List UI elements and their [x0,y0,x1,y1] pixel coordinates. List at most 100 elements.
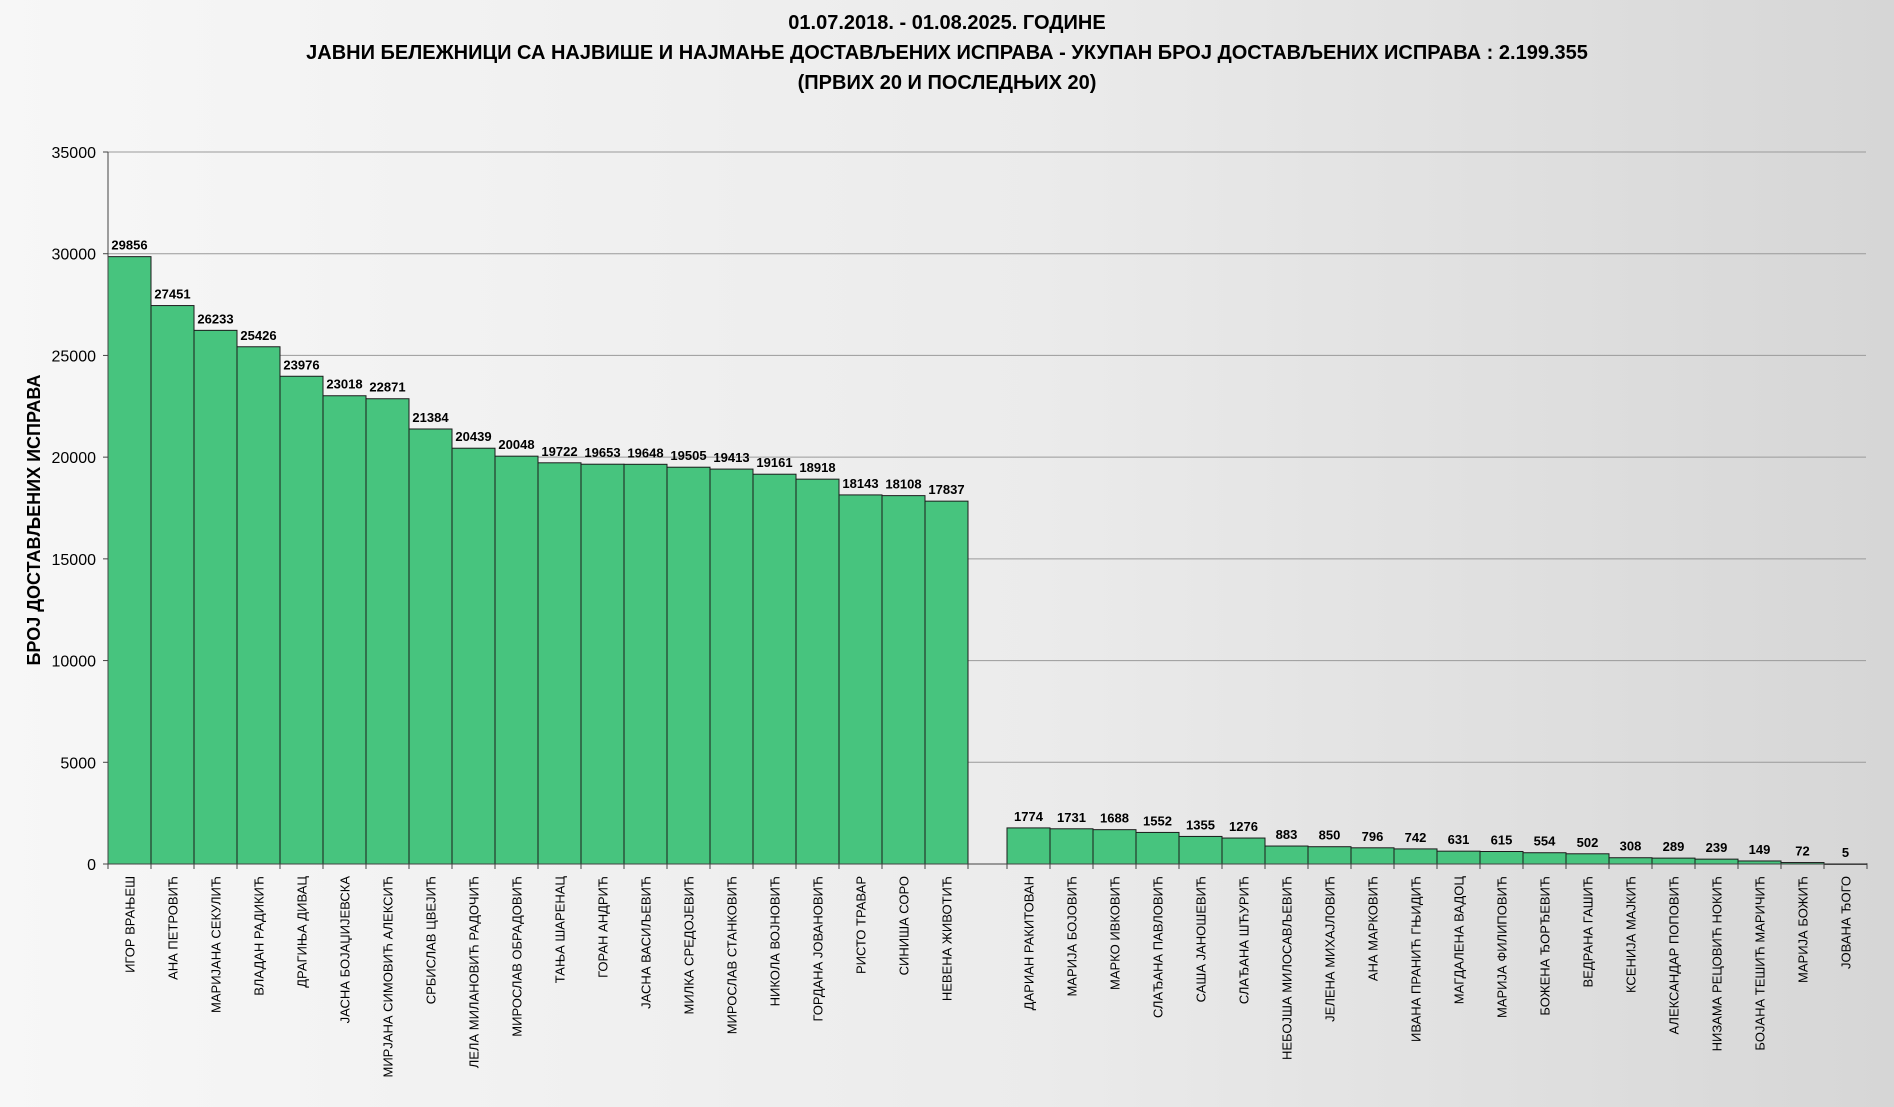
data-label: 796 [1362,829,1384,844]
x-tick-label: БОЈАНА ТЕШИЋ МАРИЧИЋ [1753,876,1768,1051]
x-tick-label: ВЕДРАНА ГАШИЋ [1581,876,1596,988]
bar [1006,827,1051,865]
data-label: 149 [1749,842,1771,857]
data-label: 502 [1577,835,1599,850]
data-label: 19413 [713,450,749,465]
y-tick-label: 15000 [52,552,97,569]
bar [1221,837,1266,865]
bar [1135,831,1180,865]
bar [494,455,539,865]
data-label: 554 [1534,834,1556,849]
data-label: 1688 [1100,811,1129,826]
bar [451,447,496,865]
x-tick-label: МАРКО ИВКОВИЋ [1108,876,1123,990]
bar [537,462,582,865]
data-label: 308 [1620,839,1642,854]
data-label: 26233 [197,311,233,326]
bar [1651,857,1696,865]
bar [1178,835,1223,865]
data-label: 22871 [369,380,405,395]
bar [279,375,324,865]
axes [103,151,1868,869]
x-tick-label: МАРИЈА БОЖИЋ [1796,876,1811,983]
bar [1092,829,1137,865]
data-label: 20048 [498,437,534,452]
x-tick-label: МИЛКА СРЕДОЈЕВИЋ [682,876,697,1015]
bar [236,346,281,865]
x-tick-label: ДРАГИЊА ДИВАЦ [295,876,310,988]
y-tick-label: 5000 [60,755,96,772]
x-tick-label: МАРИЈА ФИЛИПОВИЋ [1495,876,1510,1018]
bar [881,495,926,865]
data-label: 19161 [756,455,792,470]
x-tick-label: ГОРДАНА ЈОВАНОВИЋ [811,876,826,1022]
data-label: 27451 [154,287,190,302]
bar [1522,852,1567,865]
x-tick-label: АНА ПЕТРОВИЋ [166,876,181,980]
x-tick-label: СРБИСЛАВ ЦВЕЈИЋ [424,876,439,1004]
data-label: 20439 [455,429,491,444]
data-label: 5 [1842,845,1849,860]
x-tick-label: МАРИЈАНА СЕКУЛИЋ [209,876,224,1013]
x-tick-label: ДАРИАН РАКИТОВАН [1022,876,1037,1010]
y-tick-label: 30000 [52,247,97,264]
data-label: 19505 [670,448,706,463]
y-tick-label: 0 [87,857,96,874]
x-tick-label: ЈАСНА ВАСИЉЕВИЋ [639,876,654,1009]
data-label: 1774 [1014,809,1044,824]
chart-title-line-3: (ПРВИХ 20 И ПОСЛЕДЊИХ 20) [797,72,1097,94]
bar [1307,846,1352,865]
data-label: 1552 [1143,813,1172,828]
y-tick-label: 25000 [52,348,97,365]
x-tick-label: СЛАЂАНА ПАВЛОВИЋ [1151,876,1166,1018]
x-tick-label: МАРИЈА БОЈОВИЋ [1065,876,1080,997]
data-label: 21384 [412,410,449,425]
x-tick-label: ЈАСНА БОЈАЏИЈЕВСКА [338,876,353,1024]
x-tick-label: НЕВЕНА ЖИВОТИЋ [940,876,955,1001]
data-label: 23018 [326,377,362,392]
bar [580,463,625,865]
x-tick-label: МИРЈАНА СИМОВИЋ АЛЕКСИЋ [381,876,396,1078]
x-tick-label: РИСТО ТРАВАР [854,876,869,974]
data-label: 29856 [111,238,147,253]
x-tick-label: МИРОСЛАВ СТАНКОВИЋ [725,876,740,1034]
data-label: 883 [1276,827,1298,842]
data-label: 615 [1491,832,1513,847]
data-label: 239 [1706,840,1728,855]
x-tick-label: АЛЕКСАНДАР ПОПОВИЋ [1667,876,1682,1035]
x-tick-label: НЕБОЈША МИЛОСАВЉЕВИЋ [1280,876,1295,1060]
data-label: 72 [1795,844,1809,859]
bars [107,256,1868,865]
y-tick-label: 35000 [52,145,97,162]
x-tick-label: САША ЈАНОШЕВИЋ [1194,876,1209,1002]
x-tick-label: СИНИША СОРО [897,876,912,975]
x-tick-label: СЛАЂАНА ШЋУРИЋ [1237,876,1252,1004]
data-label: 1731 [1057,810,1086,825]
bar [1436,850,1481,865]
data-label: 19648 [627,445,663,460]
bar [365,398,410,865]
x-tick-label: АНА МАРКОВИЋ [1366,876,1381,981]
bar [193,329,238,865]
data-label: 25426 [240,328,276,343]
bar [623,463,668,865]
bar [924,500,969,865]
data-label: 742 [1405,830,1427,845]
data-label: 18108 [885,477,921,492]
x-tick-label: ИВАНА ПРАНИЋ ГЊИДИЋ [1409,876,1424,1042]
y-tick-label: 20000 [52,450,97,467]
x-tick-label: НИЗАМА РЕЦОВИЋ НОКИЋ [1710,876,1725,1051]
bar [709,468,754,865]
x-tick-label: ЈЕЛЕНА МИХАЈЛОВИЋ [1323,876,1338,1022]
data-label: 19653 [584,445,620,460]
chart-title-line-2: ЈАВНИ БЕЛЕЖНИЦИ СА НАЈВИШЕ И НАЈМАЊЕ ДОС… [306,42,1588,64]
bar [150,305,195,865]
bar [666,466,711,865]
data-label: 18918 [799,460,835,475]
bar [107,256,152,865]
bar [408,428,453,865]
x-tick-label: ИГОР ВРАЊЕШ [123,876,138,973]
x-tick-label: МАГДАЛЕНА ВАДОЦ [1452,876,1467,1005]
